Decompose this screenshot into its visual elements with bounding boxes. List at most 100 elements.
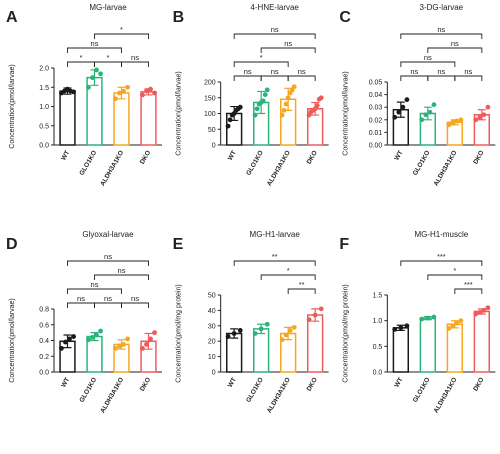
data-point bbox=[125, 336, 130, 342]
significance-label: *** bbox=[464, 280, 473, 289]
data-point bbox=[94, 67, 99, 73]
data-point bbox=[419, 316, 425, 322]
data-point bbox=[98, 71, 103, 77]
data-point bbox=[113, 96, 118, 102]
y-axis-label: Concentration(pmol/larvae) bbox=[342, 71, 349, 155]
data-point bbox=[264, 321, 270, 327]
x-tick-label: ALDH3A1KO bbox=[99, 377, 125, 415]
data-point bbox=[392, 114, 398, 120]
y-tick-label: 1.5 bbox=[373, 293, 383, 300]
data-point bbox=[283, 332, 289, 338]
data-point bbox=[67, 336, 72, 342]
panel-label: B bbox=[173, 9, 185, 26]
significance-bracket bbox=[233, 75, 262, 81]
panel: B 4-HNE-larvae Concentration(pmol/larvae) 0… bbox=[173, 3, 329, 187]
data-point bbox=[291, 84, 297, 90]
data-point bbox=[98, 328, 103, 334]
data-point bbox=[281, 107, 287, 113]
y-tick-label: 0.8 bbox=[39, 307, 49, 314]
y-tick-label: 0.04 bbox=[369, 92, 383, 99]
significance-label: ns bbox=[104, 252, 112, 261]
data-point bbox=[227, 117, 233, 123]
panel-title: MG-H1-muscle bbox=[414, 230, 468, 239]
x-tick-label: DKO bbox=[306, 150, 319, 166]
data-point bbox=[90, 334, 95, 340]
y-tick-label: 0.0 bbox=[39, 370, 49, 377]
data-point bbox=[264, 87, 270, 93]
y-tick-label: 1.0 bbox=[39, 104, 49, 111]
significance-bracket bbox=[94, 33, 149, 39]
significance-label: ns bbox=[271, 67, 279, 76]
significance-bracket bbox=[121, 61, 149, 67]
y-axis-label: Concentration(pmol/mg protein) bbox=[176, 284, 183, 382]
y-tick-label: 20 bbox=[208, 339, 216, 346]
data-point bbox=[450, 323, 456, 329]
data-point bbox=[318, 306, 324, 312]
significance-label: ns bbox=[437, 25, 445, 34]
x-tick-label: WT bbox=[393, 376, 404, 388]
panel-label: E bbox=[173, 236, 184, 253]
data-point bbox=[117, 90, 122, 96]
data-point bbox=[94, 332, 99, 338]
significance-bracket bbox=[67, 47, 122, 53]
significance-bracket bbox=[233, 61, 289, 67]
significance-bracket bbox=[260, 75, 289, 81]
significance-label: * bbox=[287, 266, 290, 275]
data-point bbox=[252, 112, 258, 118]
data-point bbox=[423, 112, 429, 118]
panel: A MG-larvae Concentration(pmol/larvae) 0.0 0… bbox=[6, 3, 162, 187]
x-tick-label: DKO bbox=[472, 150, 485, 166]
panel-title: MG-H1-larvae bbox=[250, 230, 301, 239]
data-point bbox=[148, 336, 153, 342]
data-point bbox=[458, 318, 464, 324]
y-tick-label: 0.03 bbox=[369, 105, 383, 112]
significance-label: ns bbox=[244, 67, 252, 76]
data-point bbox=[481, 112, 487, 118]
data-point bbox=[312, 312, 318, 318]
significance-label: ns bbox=[298, 67, 306, 76]
y-tick-label: 0.0 bbox=[373, 370, 383, 377]
significance-bracket bbox=[260, 274, 316, 280]
data-point bbox=[125, 84, 130, 90]
data-point bbox=[258, 326, 264, 332]
y-tick-label: 30 bbox=[208, 323, 216, 330]
data-point bbox=[144, 88, 149, 94]
data-point bbox=[481, 308, 487, 313]
data-point bbox=[262, 92, 268, 97]
data-point bbox=[63, 339, 68, 345]
significance-label: * bbox=[107, 53, 110, 62]
bar bbox=[140, 91, 157, 146]
significance-bracket bbox=[400, 75, 429, 81]
x-tick-label: ALDH3A1KO bbox=[433, 377, 459, 415]
data-point bbox=[400, 104, 406, 110]
data-point bbox=[113, 345, 118, 351]
x-tick-label: GLO1KO bbox=[245, 377, 265, 404]
x-tick-label: ALDH3A1KO bbox=[266, 377, 292, 415]
x-tick-label: ALDH3A1KO bbox=[266, 150, 292, 188]
significance-bracket bbox=[67, 260, 149, 266]
significance-bracket bbox=[427, 274, 483, 280]
data-point bbox=[121, 342, 126, 347]
error-bar bbox=[396, 101, 405, 118]
significance-label: ns bbox=[271, 25, 279, 34]
y-tick-label: 2.0 bbox=[39, 66, 49, 73]
bar bbox=[59, 90, 76, 146]
significance-label: * bbox=[80, 53, 83, 62]
data-point bbox=[254, 106, 260, 112]
significance-label: ** bbox=[272, 252, 278, 261]
data-point bbox=[485, 104, 491, 110]
y-tick-label: 0.00 bbox=[369, 143, 383, 150]
x-tick-label: DKO bbox=[139, 377, 152, 393]
data-point bbox=[398, 325, 404, 331]
significance-label: ** bbox=[299, 280, 305, 289]
significance-bracket bbox=[287, 75, 316, 81]
x-tick-label: WT bbox=[60, 149, 71, 161]
x-tick-label: GLO1KO bbox=[412, 377, 432, 404]
bar bbox=[473, 310, 491, 373]
x-tick-label: DKO bbox=[139, 150, 152, 166]
significance-label: ns bbox=[118, 266, 126, 275]
data-point bbox=[86, 84, 91, 90]
data-point bbox=[260, 98, 266, 104]
y-tick-label: 40 bbox=[208, 308, 216, 315]
